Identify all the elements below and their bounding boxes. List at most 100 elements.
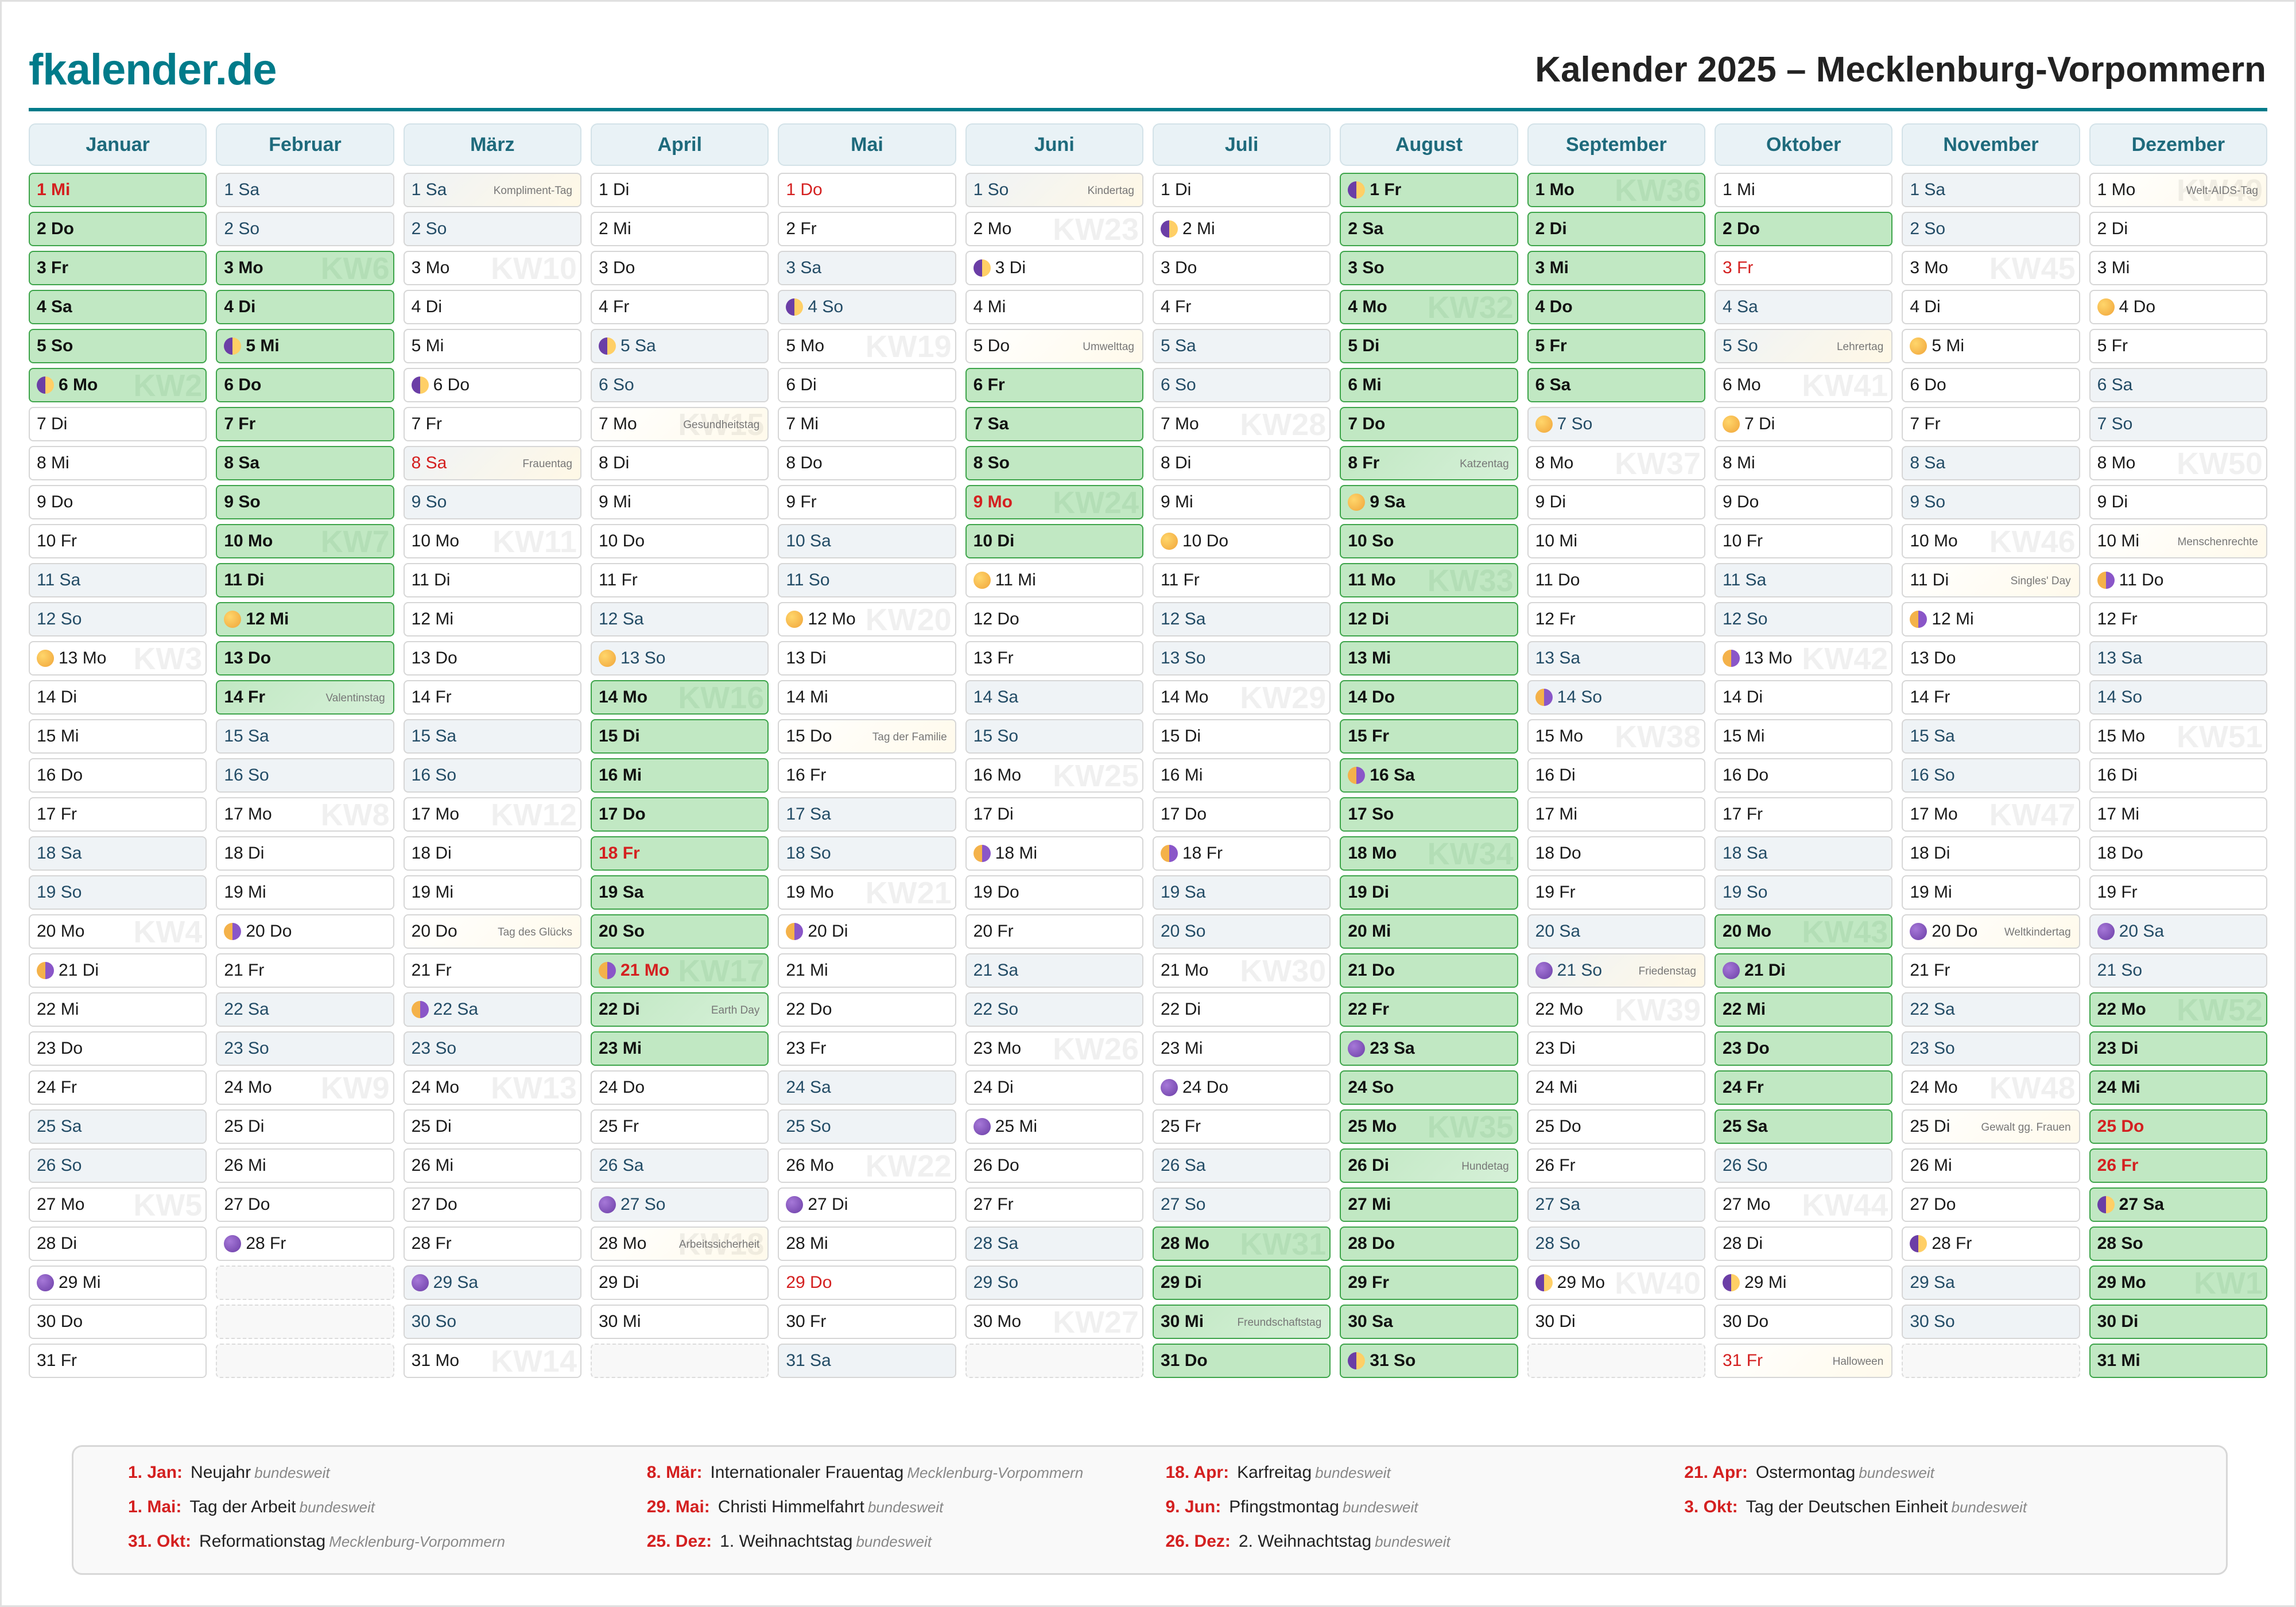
day-cell[interactable]: 26 Do bbox=[965, 1148, 1143, 1183]
day-cell[interactable]: 13 Mo KW42 bbox=[1715, 641, 1893, 676]
day-cell[interactable]: 25 Mi bbox=[965, 1109, 1143, 1144]
day-cell[interactable]: 24 Mo KW48 bbox=[1902, 1070, 2080, 1105]
day-cell[interactable]: 11 Di bbox=[216, 563, 394, 597]
day-cell[interactable]: 29 Di bbox=[1153, 1266, 1331, 1300]
day-cell[interactable]: 6 So bbox=[591, 368, 769, 402]
day-cell[interactable]: 26 Mi bbox=[216, 1148, 394, 1183]
day-cell[interactable]: 5 Do Umwelttag bbox=[965, 329, 1143, 363]
day-cell[interactable]: 27 Mi bbox=[1340, 1187, 1518, 1222]
day-cell[interactable]: 13 Do bbox=[403, 641, 581, 676]
day-cell[interactable]: 12 Fr bbox=[1527, 602, 1705, 636]
day-cell[interactable]: 15 Mo KW51 bbox=[2089, 719, 2267, 754]
day-cell[interactable]: 16 Di bbox=[1527, 758, 1705, 793]
day-cell[interactable]: 3 Do bbox=[591, 251, 769, 285]
day-cell[interactable]: 9 Do bbox=[29, 485, 207, 519]
day-cell[interactable]: 31 Mo KW14 bbox=[403, 1344, 581, 1378]
day-cell[interactable]: 31 Mi bbox=[2089, 1344, 2267, 1378]
day-cell[interactable]: 10 Di bbox=[965, 524, 1143, 558]
day-cell[interactable]: 18 So bbox=[778, 836, 956, 871]
day-cell[interactable]: 5 Mi bbox=[216, 329, 394, 363]
day-cell[interactable]: 7 Fr bbox=[216, 407, 394, 441]
day-cell[interactable]: 21 Fr bbox=[1902, 953, 2080, 988]
day-cell[interactable]: 26 Sa bbox=[591, 1148, 769, 1183]
day-cell[interactable]: 30 So bbox=[1902, 1305, 2080, 1339]
day-cell[interactable]: 16 Fr bbox=[778, 758, 956, 793]
day-cell[interactable]: 2 Di bbox=[1527, 212, 1705, 246]
day-cell[interactable]: 8 Mo KW50 bbox=[2089, 446, 2267, 480]
day-cell[interactable]: 14 Mo KW16 bbox=[591, 680, 769, 715]
day-cell[interactable]: 7 Mi bbox=[778, 407, 956, 441]
day-cell[interactable]: 13 Do bbox=[1902, 641, 2080, 676]
day-cell[interactable]: 17 Di bbox=[965, 797, 1143, 832]
day-cell[interactable]: 16 So bbox=[1902, 758, 2080, 793]
day-cell[interactable]: 3 Mi bbox=[2089, 251, 2267, 285]
day-cell[interactable]: 15 Mi bbox=[29, 719, 207, 754]
day-cell[interactable]: 27 Mo KW5 bbox=[29, 1187, 207, 1222]
day-cell[interactable]: 6 Di bbox=[778, 368, 956, 402]
day-cell[interactable]: 16 Do bbox=[1715, 758, 1893, 793]
day-cell[interactable]: 5 Mo KW19 bbox=[778, 329, 956, 363]
day-cell[interactable]: 1 Fr bbox=[1340, 173, 1518, 207]
day-cell[interactable]: 12 So bbox=[1715, 602, 1893, 636]
day-cell[interactable]: 19 Di bbox=[1340, 875, 1518, 910]
day-cell[interactable]: 13 So bbox=[591, 641, 769, 676]
day-cell[interactable]: 13 Fr bbox=[965, 641, 1143, 676]
day-cell[interactable]: 30 Mo KW27 bbox=[965, 1305, 1143, 1339]
day-cell[interactable]: 18 Do bbox=[2089, 836, 2267, 871]
day-cell[interactable]: 3 Do bbox=[1153, 251, 1331, 285]
day-cell[interactable]: 21 Fr bbox=[216, 953, 394, 988]
day-cell[interactable]: 24 Do bbox=[1153, 1070, 1331, 1105]
day-cell[interactable]: 21 Do bbox=[1340, 953, 1518, 988]
day-cell[interactable]: 1 So Kindertag bbox=[965, 173, 1143, 207]
day-cell[interactable]: 28 Mi bbox=[778, 1226, 956, 1261]
day-cell[interactable]: 23 Mo KW26 bbox=[965, 1031, 1143, 1066]
day-cell[interactable]: 9 So bbox=[1902, 485, 2080, 519]
day-cell[interactable]: 9 Di bbox=[1527, 485, 1705, 519]
day-cell[interactable]: 16 Do bbox=[29, 758, 207, 793]
day-cell[interactable]: 23 Sa bbox=[1340, 1031, 1518, 1066]
day-cell[interactable]: 28 Di bbox=[1715, 1226, 1893, 1261]
day-cell[interactable]: 13 Sa bbox=[2089, 641, 2267, 676]
day-cell[interactable]: 25 Do bbox=[1527, 1109, 1705, 1144]
day-cell[interactable]: 9 Mi bbox=[591, 485, 769, 519]
day-cell[interactable]: 16 Mi bbox=[591, 758, 769, 793]
day-cell[interactable]: 22 Sa bbox=[216, 992, 394, 1027]
day-cell[interactable]: 7 Mo KW28 bbox=[1153, 407, 1331, 441]
day-cell[interactable]: 7 Sa bbox=[965, 407, 1143, 441]
day-cell[interactable]: 8 Mi bbox=[29, 446, 207, 480]
day-cell[interactable]: 28 So bbox=[1527, 1226, 1705, 1261]
day-cell[interactable]: 2 Di bbox=[2089, 212, 2267, 246]
day-cell[interactable]: 4 Sa bbox=[1715, 290, 1893, 324]
day-cell[interactable]: 1 Mo KW49 Welt-AIDS-Tag bbox=[2089, 173, 2267, 207]
day-cell[interactable]: 22 Do bbox=[778, 992, 956, 1027]
day-cell[interactable]: 22 Mi bbox=[29, 992, 207, 1027]
day-cell[interactable]: 20 Do bbox=[216, 914, 394, 949]
day-cell[interactable]: 22 Fr bbox=[1340, 992, 1518, 1027]
site-logo[interactable]: fkalender.de bbox=[29, 45, 277, 94]
day-cell[interactable]: 27 So bbox=[591, 1187, 769, 1222]
day-cell[interactable]: 9 Do bbox=[1715, 485, 1893, 519]
day-cell[interactable]: 18 Di bbox=[216, 836, 394, 871]
day-cell[interactable]: 23 Mi bbox=[591, 1031, 769, 1066]
day-cell[interactable]: 24 Fr bbox=[1715, 1070, 1893, 1105]
day-cell[interactable]: 2 Do bbox=[29, 212, 207, 246]
day-cell[interactable]: 17 Sa bbox=[778, 797, 956, 832]
day-cell[interactable]: 6 Sa bbox=[2089, 368, 2267, 402]
day-cell[interactable]: 17 Mo KW12 bbox=[403, 797, 581, 832]
day-cell[interactable]: 15 Mo KW38 bbox=[1527, 719, 1705, 754]
day-cell[interactable]: 19 Fr bbox=[2089, 875, 2267, 910]
day-cell[interactable]: 17 So bbox=[1340, 797, 1518, 832]
day-cell[interactable]: 24 Sa bbox=[778, 1070, 956, 1105]
day-cell[interactable]: 21 Mo KW17 bbox=[591, 953, 769, 988]
day-cell[interactable]: 23 Do bbox=[1715, 1031, 1893, 1066]
day-cell[interactable]: 2 Mo KW23 bbox=[965, 212, 1143, 246]
day-cell[interactable]: 22 Di Earth Day bbox=[591, 992, 769, 1027]
day-cell[interactable]: 6 Mi bbox=[1340, 368, 1518, 402]
day-cell[interactable]: 19 So bbox=[29, 875, 207, 910]
day-cell[interactable]: 25 Fr bbox=[591, 1109, 769, 1144]
day-cell[interactable]: 20 Mi bbox=[1340, 914, 1518, 949]
day-cell[interactable]: 17 Mo KW8 bbox=[216, 797, 394, 832]
day-cell[interactable]: 12 Do bbox=[965, 602, 1143, 636]
day-cell[interactable]: 3 Mi bbox=[1527, 251, 1705, 285]
day-cell[interactable]: 1 Do bbox=[778, 173, 956, 207]
